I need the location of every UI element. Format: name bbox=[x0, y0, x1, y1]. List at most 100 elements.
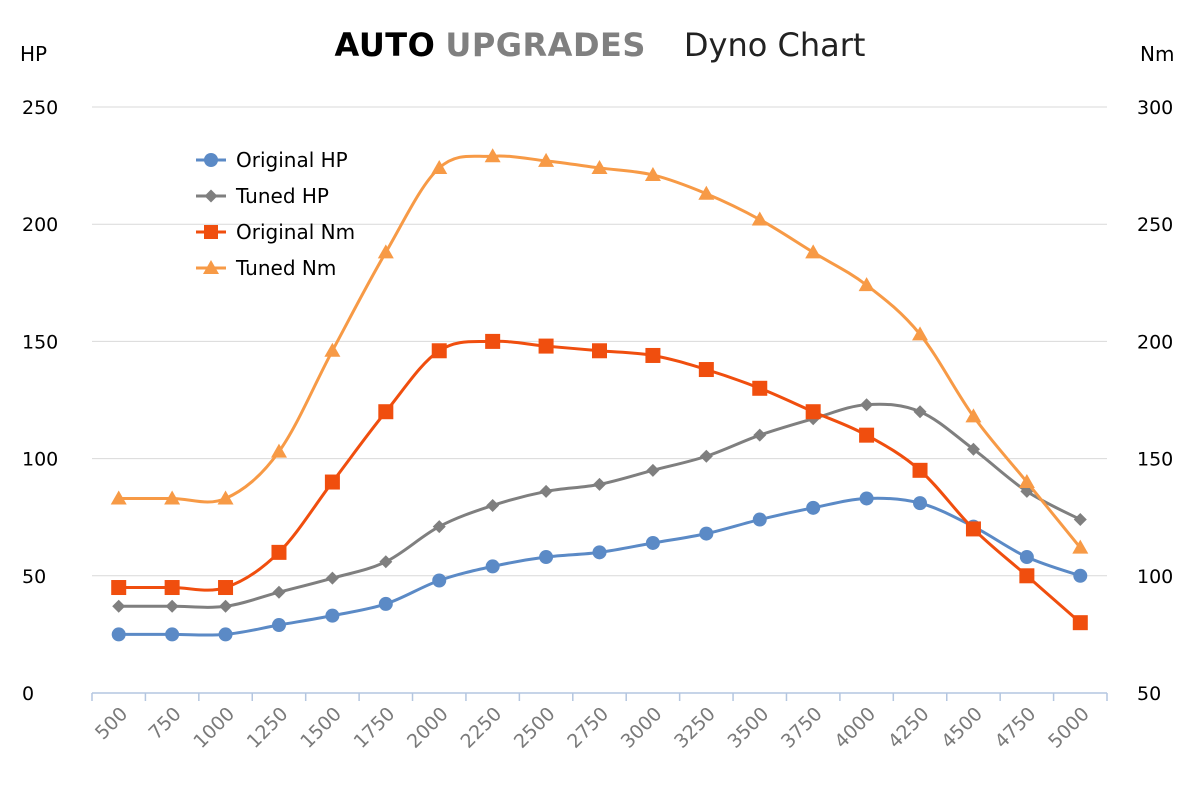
data-point-tuned-hp bbox=[753, 428, 767, 442]
data-point-original-hp bbox=[378, 596, 393, 611]
legend-label-original-nm: Original Nm bbox=[236, 220, 356, 244]
data-point-original-hp bbox=[913, 496, 928, 511]
data-point-tuned-nm bbox=[538, 152, 555, 167]
x-axis-tick-label: 3750 bbox=[777, 703, 827, 753]
legend-swatch-original-hp bbox=[196, 153, 226, 167]
data-point-original-hp bbox=[806, 500, 821, 515]
data-point-original-nm bbox=[111, 580, 127, 596]
x-axis-tick-label: 3500 bbox=[724, 703, 774, 753]
data-point-original-hp bbox=[645, 535, 660, 550]
data-point-tuned-nm bbox=[164, 490, 181, 505]
x-axis-tick-label: 500 bbox=[91, 703, 132, 744]
data-point-original-nm bbox=[538, 338, 554, 354]
data-point-original-hp bbox=[111, 627, 126, 642]
data-point-original-nm bbox=[965, 521, 981, 537]
right-axis-tick-label: 200 bbox=[1137, 331, 1173, 353]
data-point-original-nm bbox=[645, 347, 661, 363]
data-point-original-hp bbox=[539, 550, 554, 565]
chart-title: Dyno Chart bbox=[683, 26, 866, 64]
data-point-original-nm bbox=[164, 580, 180, 596]
x-axis-tick-label: 1000 bbox=[189, 703, 239, 753]
data-point-original-nm bbox=[592, 343, 607, 359]
data-point-original-hp bbox=[859, 491, 874, 506]
left-axis-tick-label: 250 bbox=[22, 97, 58, 119]
data-point-original-hp bbox=[325, 608, 340, 623]
data-point-tuned-nm bbox=[270, 443, 287, 458]
data-point-tuned-nm bbox=[912, 326, 929, 341]
data-point-original-hp bbox=[1019, 550, 1034, 565]
right-axis-tick-label: 250 bbox=[1137, 214, 1173, 236]
data-point-original-hp bbox=[592, 545, 607, 560]
data-point-tuned-nm bbox=[805, 244, 822, 259]
data-point-tuned-nm bbox=[1018, 474, 1035, 489]
data-point-original-hp bbox=[485, 559, 500, 574]
data-point-tuned-nm bbox=[1072, 539, 1089, 554]
data-point-tuned-hp bbox=[966, 442, 980, 456]
data-point-original-hp bbox=[432, 573, 447, 588]
x-axis-tick-label: 3000 bbox=[617, 703, 667, 753]
data-point-tuned-hp bbox=[593, 477, 606, 491]
data-point-tuned-hp bbox=[646, 463, 660, 477]
data-point-tuned-nm bbox=[110, 490, 127, 505]
x-axis-tick-label: 1250 bbox=[243, 703, 293, 753]
data-point-tuned-nm bbox=[858, 277, 875, 292]
data-point-tuned-hp bbox=[699, 449, 713, 463]
x-axis-tick-label: 2000 bbox=[403, 703, 453, 753]
data-point-tuned-nm bbox=[431, 159, 448, 174]
data-point-tuned-nm bbox=[324, 342, 341, 357]
data-point-original-hp bbox=[1073, 568, 1088, 583]
data-point-tuned-nm bbox=[591, 159, 608, 174]
data-point-tuned-hp bbox=[379, 555, 393, 569]
left-axis-unit-label: HP bbox=[20, 42, 48, 66]
right-axis-tick-label: 150 bbox=[1137, 449, 1173, 471]
data-point-original-nm bbox=[912, 462, 928, 478]
x-axis-tick-label: 5000 bbox=[1044, 703, 1094, 753]
data-point-original-nm bbox=[218, 580, 234, 596]
x-axis-tick-label: 4000 bbox=[830, 703, 880, 753]
brand-upgrades: UPGRADES bbox=[445, 26, 646, 64]
data-point-original-nm bbox=[1019, 568, 1035, 584]
data-point-tuned-hp bbox=[913, 405, 927, 419]
data-point-original-nm bbox=[431, 343, 447, 359]
data-point-tuned-nm bbox=[644, 166, 661, 181]
left-axis-tick-label: 0 bbox=[22, 683, 34, 705]
data-point-original-nm bbox=[698, 362, 714, 378]
left-axis-tick-label: 100 bbox=[22, 449, 58, 471]
right-axis-tick-label: 300 bbox=[1137, 97, 1173, 119]
data-point-tuned-hp bbox=[219, 599, 233, 613]
left-axis-tick-label: 50 bbox=[22, 566, 46, 588]
data-point-tuned-nm bbox=[484, 148, 501, 163]
x-axis-tick-label: 4500 bbox=[937, 703, 987, 753]
legend-item-original-nm: Original Nm bbox=[194, 214, 355, 250]
x-axis-tick-label: 750 bbox=[144, 703, 185, 744]
data-point-original-nm bbox=[378, 404, 394, 420]
x-axis-tick-label: 1500 bbox=[296, 703, 346, 753]
series-line-tuned-hp bbox=[118, 402, 1081, 609]
chart-title-bar: AUTO UPGRADES Dyno Chart bbox=[0, 26, 1200, 64]
left-axis-tick-label: 200 bbox=[22, 214, 58, 236]
data-point-original-nm bbox=[1072, 615, 1088, 631]
legend-label-tuned-nm: Tuned Nm bbox=[236, 256, 337, 280]
data-point-tuned-nm bbox=[698, 185, 715, 200]
x-axis-tick-label: 2750 bbox=[563, 703, 613, 753]
legend-swatch-tuned-hp bbox=[196, 189, 226, 203]
x-axis-tick-label: 1750 bbox=[350, 703, 400, 753]
data-point-original-nm bbox=[271, 544, 287, 560]
data-point-original-nm bbox=[752, 380, 768, 396]
data-point-tuned-hp bbox=[165, 599, 179, 613]
right-axis-tick-label: 100 bbox=[1137, 566, 1173, 588]
data-point-tuned-hp bbox=[860, 398, 874, 412]
left-axis-tick-label: 150 bbox=[22, 331, 58, 353]
data-point-original-hp bbox=[752, 512, 767, 527]
x-axis-tick-label: 3250 bbox=[670, 703, 720, 753]
data-point-original-hp bbox=[699, 526, 714, 541]
right-axis-unit-label: Nm bbox=[1140, 42, 1175, 66]
legend-item-original-hp: Original HP bbox=[194, 142, 355, 178]
data-point-tuned-hp bbox=[1073, 513, 1087, 527]
chart-legend: Original HP Tuned HP Original Nm Tuned Nm bbox=[194, 142, 355, 286]
data-point-tuned-nm bbox=[217, 490, 234, 505]
data-point-tuned-hp bbox=[112, 599, 126, 613]
data-point-original-hp bbox=[218, 627, 233, 642]
legend-label-original-hp: Original HP bbox=[236, 148, 348, 172]
